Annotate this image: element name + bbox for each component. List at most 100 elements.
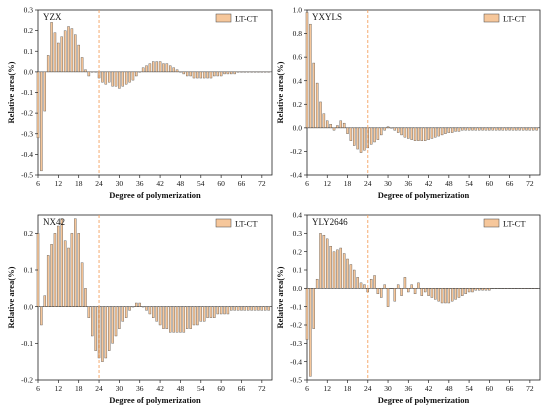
bar [356, 127, 359, 150]
bar [430, 288, 434, 298]
x-tick-label: 72 [258, 179, 266, 188]
bar [400, 288, 403, 296]
x-tick-label: 54 [465, 179, 473, 188]
bar [427, 288, 430, 296]
bar [209, 306, 213, 318]
bar [305, 288, 309, 340]
bar [40, 306, 43, 326]
bar [363, 284, 366, 289]
bar [434, 127, 437, 138]
x-tick-label: 12 [324, 179, 332, 188]
y-tick-label: -0.2 [21, 376, 33, 385]
bar [461, 288, 464, 296]
bar [386, 288, 390, 307]
bar [253, 306, 257, 311]
x-tick-label: 36 [405, 179, 413, 188]
bar [213, 71, 216, 77]
bar [80, 57, 84, 73]
x-tick-label: 42 [425, 179, 433, 188]
bar [423, 127, 427, 141]
bar [383, 127, 386, 131]
bar [158, 306, 162, 326]
bar [43, 71, 47, 112]
legend: LT-CT [215, 14, 258, 24]
bar [505, 127, 508, 131]
bar [209, 71, 213, 79]
x-tick-label: 48 [177, 384, 185, 393]
bar [383, 284, 386, 289]
bar [148, 306, 152, 315]
bar [141, 67, 145, 73]
bar [315, 82, 319, 129]
bar [427, 127, 430, 140]
bar [240, 306, 243, 311]
bar [376, 127, 380, 140]
y-tick-label: -0.1 [21, 339, 33, 348]
bar [70, 233, 74, 307]
bar [165, 306, 169, 329]
y-tick-label: -0.1 [21, 88, 33, 97]
bar [74, 34, 77, 73]
bar [420, 127, 424, 141]
x-tick-label: 36 [405, 384, 413, 393]
bar [386, 126, 390, 129]
bar [400, 127, 403, 136]
bar [309, 288, 312, 377]
bar [87, 306, 91, 318]
bar [155, 61, 158, 73]
x-tick-label: 18 [75, 384, 83, 393]
bar [491, 127, 494, 131]
bar [84, 69, 87, 73]
y-tick-label: 0.0 [293, 123, 303, 132]
bar [152, 61, 155, 73]
bar [403, 127, 407, 138]
bar [185, 306, 189, 329]
bar [121, 71, 125, 87]
bar [373, 275, 376, 289]
bar [172, 67, 175, 73]
bar [77, 233, 80, 307]
bar [107, 71, 111, 83]
bar [518, 127, 521, 131]
bar [322, 234, 326, 289]
bar [332, 251, 336, 289]
bar [145, 306, 148, 311]
bar [437, 288, 440, 302]
bar [199, 71, 203, 79]
bar [326, 120, 329, 129]
bar [477, 288, 481, 291]
bar [223, 71, 226, 75]
y-tick-label: 0.8 [293, 29, 303, 38]
bar [521, 127, 525, 131]
y-tick-label: 0.0 [293, 284, 303, 293]
bar [57, 225, 60, 307]
bar [219, 306, 223, 315]
bar [393, 127, 397, 131]
bar [454, 127, 457, 132]
x-tick-label: 24 [364, 179, 372, 188]
bar [484, 288, 488, 291]
y-tick-label: 0.3 [293, 229, 303, 238]
bar [257, 306, 260, 311]
bar [440, 127, 444, 136]
bar [417, 127, 420, 141]
x-tick-label: 36 [136, 384, 144, 393]
bar [339, 120, 342, 129]
bar [423, 288, 427, 293]
bar [236, 306, 240, 311]
bar [84, 288, 87, 307]
bar [315, 278, 319, 289]
bar [172, 306, 175, 333]
x-tick-label: 12 [55, 384, 63, 393]
chart-panel-4: 6 12 18 24 30 36 42 48 54 60 66 72 -0.5 -0.4 -0.3 -0.2 -… [275, 211, 541, 405]
bar [162, 63, 165, 73]
bar [155, 306, 158, 322]
bar [326, 238, 329, 289]
bar [369, 127, 373, 145]
bar [373, 127, 376, 143]
y-axis-label: Relative area(%) [6, 61, 16, 123]
y-tick-label: 0.4 [293, 211, 303, 220]
y-tick-label: 0.0 [24, 302, 34, 311]
x-tick-label: 66 [238, 384, 246, 393]
